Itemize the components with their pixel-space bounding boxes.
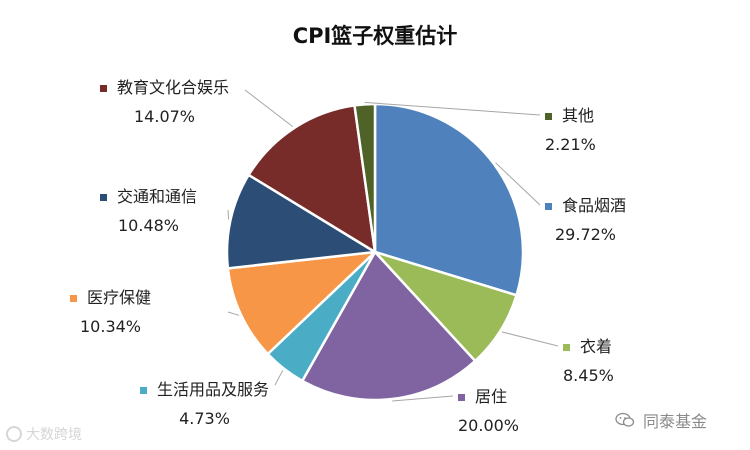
slice-category-label: 生活用品及服务 (157, 380, 270, 399)
leader-line-8 (364, 101, 541, 116)
leader-line-2 (501, 331, 559, 347)
slice-label-row: 食品烟酒 (545, 196, 626, 216)
slice-label-row: 生活用品及服务 (140, 380, 269, 400)
leader-line-6 (227, 209, 230, 220)
pie-slice-5 (226, 250, 377, 356)
slice-value-label: 20.00% (458, 416, 520, 435)
slice-label-row: 其他 (545, 106, 596, 126)
slice-label-6: 交通和通信 10.48% (100, 187, 197, 236)
watermark-right-text: 同泰基金 (643, 412, 708, 431)
slice-label-2: 衣着 8.45% (563, 337, 614, 386)
leader-line-1 (495, 162, 541, 206)
slice-category-label: 其他 (562, 106, 595, 125)
wechat-icon (615, 412, 635, 427)
watermark-right: 同泰基金 (615, 408, 707, 432)
legend-swatch (545, 202, 552, 210)
pie-slice-7 (247, 104, 377, 254)
legend-swatch (70, 294, 77, 302)
slice-value-label: 29.72% (555, 225, 617, 244)
slice-category-label: 居住 (475, 387, 508, 406)
pie-slice-1 (373, 102, 525, 297)
logo-ring-icon (6, 426, 22, 442)
legend-swatch (563, 343, 570, 351)
leader-line-7 (244, 89, 294, 127)
slice-value-label: 10.34% (80, 317, 142, 336)
leader-line-3 (392, 395, 454, 402)
legend-swatch (545, 112, 552, 120)
slice-label-7: 教育文化合娱乐 14.07% (100, 78, 229, 127)
leader-line-5 (227, 311, 240, 316)
slice-label-5: 医疗保健 10.34% (70, 288, 151, 337)
slice-label-row: 医疗保健 (70, 288, 151, 308)
slice-value-label: 4.73% (179, 409, 230, 428)
slice-label-8: 其他 2.21% (545, 106, 596, 155)
pie-slice-3 (301, 250, 477, 402)
slice-category-label: 交通和通信 (117, 187, 198, 206)
slice-value-label: 14.07% (134, 107, 196, 126)
chart-title: CPI篮子权重估计 (292, 24, 458, 48)
legend-swatch (140, 386, 147, 394)
slice-label-row: 交通和通信 (100, 187, 197, 207)
slice-category-label: 衣着 (580, 337, 613, 356)
slice-label-4: 生活用品及服务 4.73% (140, 380, 269, 429)
slice-label-row: 教育文化合娱乐 (100, 78, 229, 98)
slice-value-label: 8.45% (563, 366, 614, 385)
slice-label-row: 居住 (458, 387, 519, 407)
slice-value-label: 2.21% (545, 135, 596, 154)
legend-swatch (100, 193, 107, 201)
leader-line-4 (274, 370, 284, 386)
slice-category-label: 医疗保健 (87, 288, 152, 307)
slice-label-1: 食品烟酒 29.72% (545, 196, 626, 245)
slice-label-row: 衣着 (563, 337, 614, 357)
watermark-left-text: 大数跨境 (26, 427, 82, 443)
slice-label-3: 居住 20.00% (458, 387, 519, 436)
pie-slice-6 (225, 173, 377, 270)
pie-slice-8 (353, 102, 377, 254)
slice-category-label: 食品烟酒 (562, 196, 627, 215)
watermark-left: 大数跨境 (6, 424, 82, 444)
slice-value-label: 10.48% (118, 216, 180, 235)
legend-swatch (100, 84, 107, 92)
legend-swatch (458, 393, 465, 401)
slice-category-label: 教育文化合娱乐 (117, 78, 230, 97)
